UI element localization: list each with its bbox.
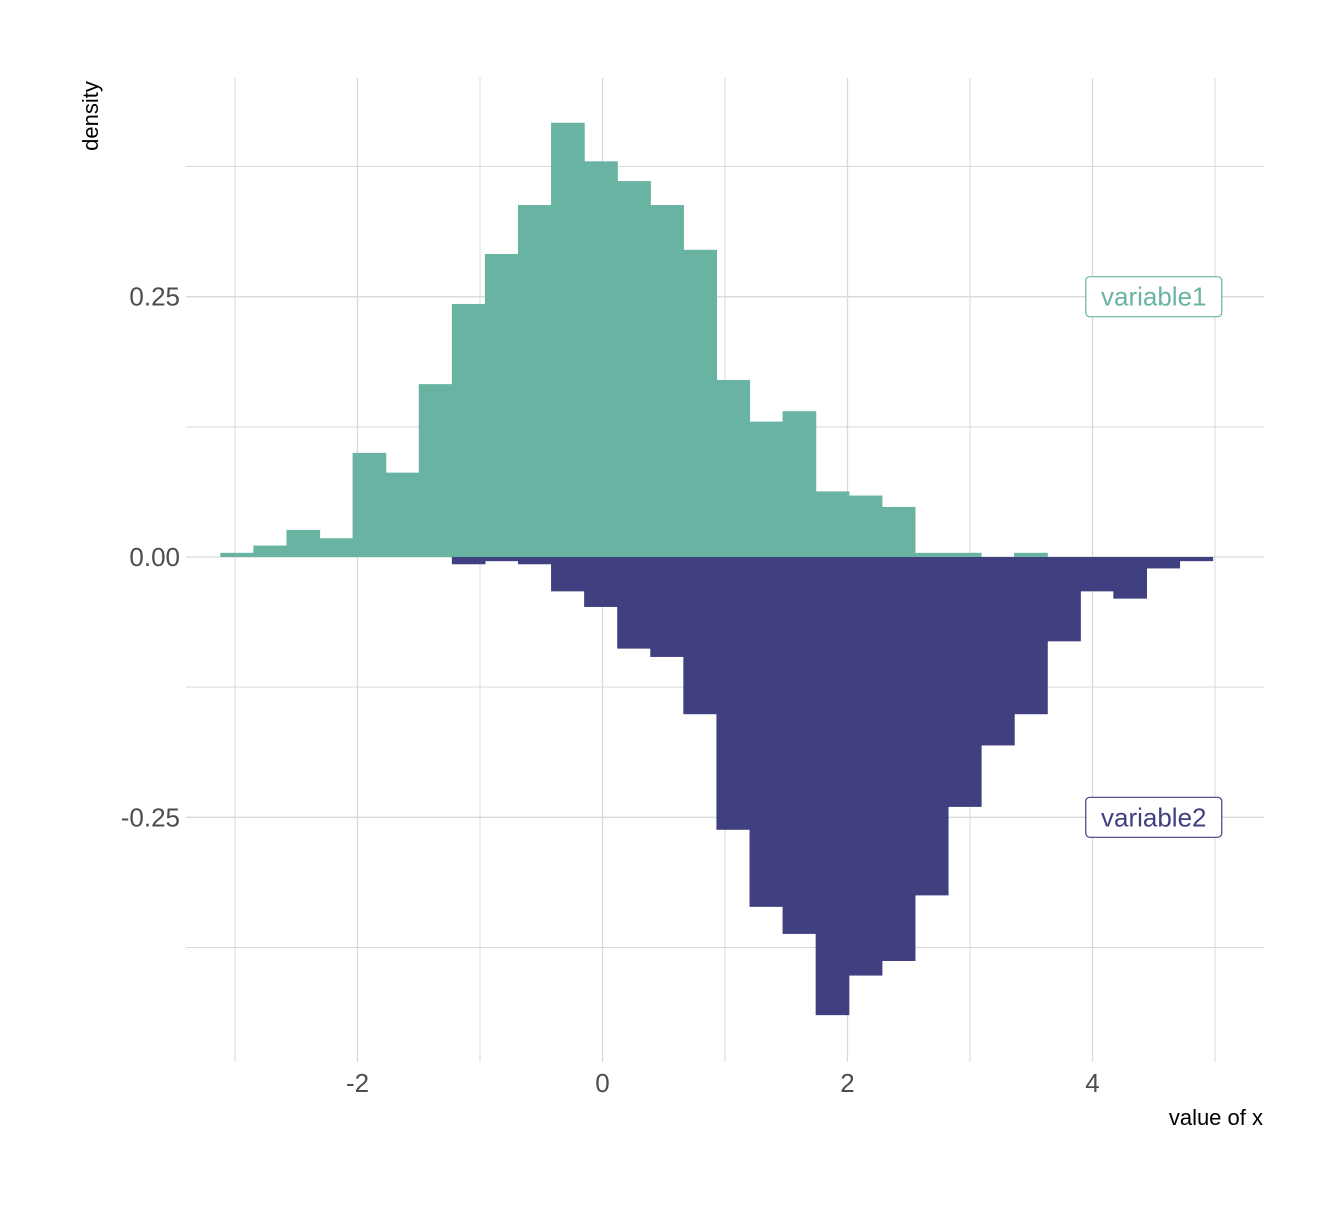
annotation-label-2: variable2 [1101,802,1207,832]
variable2-bar-21 [1146,556,1181,569]
variable1-bar-24 [1014,552,1048,557]
variable1-bar-14 [683,249,718,557]
variable2-bar-7 [683,556,718,715]
variable1-bar-2 [286,529,321,557]
variable1-bar-7 [451,303,486,557]
variable1-bar-12 [617,181,651,557]
variable2-bar-5 [617,556,651,649]
variable1-bar-20 [881,507,916,557]
variable2-bar-9 [749,556,784,907]
x-tick-label-0: -2 [346,1068,369,1098]
variable2-bar-17 [1014,556,1048,715]
variable2-bar-14 [914,556,949,896]
variable1-bar-4 [352,452,387,557]
y-axis-title: density [78,81,103,151]
variable1-bar-1 [253,545,288,557]
x-tick-label-2: 2 [840,1068,854,1098]
variable1-bar-13 [650,205,684,557]
variable2-bar-12 [848,556,883,976]
x-tick-label-3: 4 [1085,1068,1099,1098]
variable2-bar-18 [1047,556,1081,642]
annotation-box-1 [1085,276,1223,318]
bars-layer [220,122,1214,1016]
variable2-bar-15 [947,556,982,807]
ticks-layer: -2 0 2 4 -0.25 0.00 0.25 [121,282,1100,1098]
variable1-bar-19 [848,495,883,557]
variable1-bar-21 [914,552,949,557]
variable1-bar-0 [220,552,254,557]
variable2-bar-11 [815,556,850,1016]
y-tick-label-1: 0.00 [129,542,180,572]
variable2-bar-22 [1179,556,1214,562]
variable2-bar-6 [650,556,684,657]
variable2-bar-2 [517,556,552,565]
variable1-bar-11 [584,161,618,557]
variable1-bar-22 [947,552,982,557]
x-tick-label-1: 0 [595,1068,609,1098]
variable2-bar-3 [551,556,585,592]
variable1-bar-6 [418,384,453,557]
variable1-bar-10 [551,122,585,557]
variable1-bar-3 [319,538,354,557]
annotation-label-1: variable1 [1101,282,1207,312]
variable1-bar-9 [517,205,552,557]
variable2-bar-13 [881,556,916,961]
variable1-bar-8 [484,253,519,557]
variable1-bar-18 [815,491,850,557]
annotations-layer: variable1 variable2 [1085,276,1223,838]
variable1-bar-5 [385,472,420,557]
variable1-bar-16 [749,421,784,557]
variable2-bar-8 [716,556,751,830]
x-axis-title: value of x [1169,1105,1263,1130]
annotation-box-2 [1085,796,1223,838]
y-tick-label-2: 0.25 [129,282,180,312]
variable2-bar-20 [1113,556,1147,599]
variable2-bar-10 [782,556,817,934]
y-tick-label-0: -0.25 [121,802,180,832]
variable2-bar-19 [1080,556,1114,592]
variable2-bar-1 [484,556,519,562]
variable1-bar-15 [716,379,751,557]
variable2-bar-16 [981,556,1015,746]
variable2-bar-0 [451,556,486,565]
variable2-bar-4 [584,556,618,607]
variable1-bar-17 [782,411,817,557]
